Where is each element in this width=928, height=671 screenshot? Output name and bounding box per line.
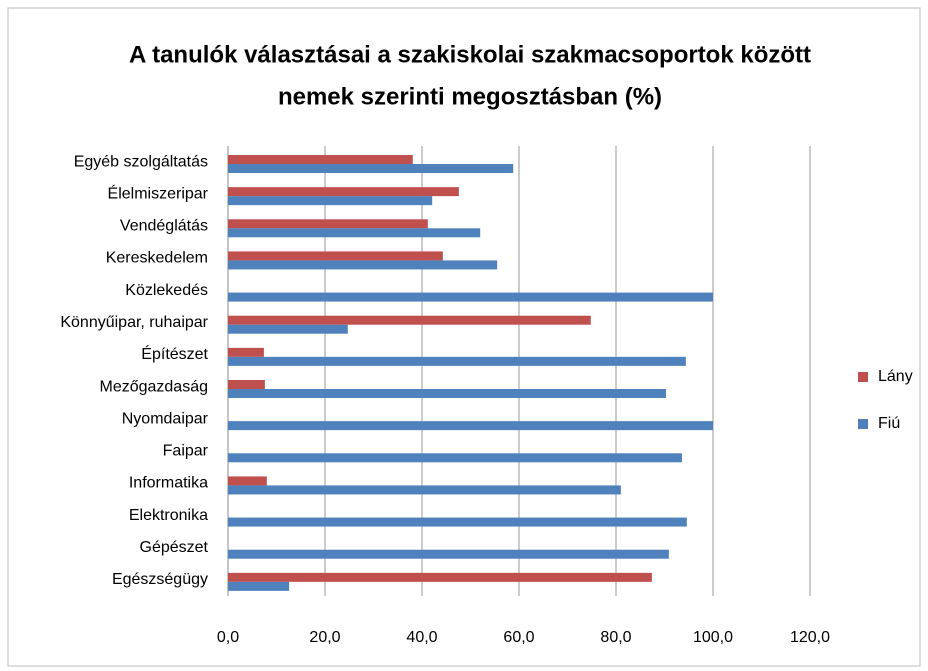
bar	[228, 187, 459, 197]
bar	[228, 219, 428, 229]
bar	[228, 476, 267, 486]
x-tick-label: 80,0	[600, 629, 631, 646]
y-tick-label: Közlekedés	[125, 282, 208, 299]
y-tick-label: Kereskedelem	[106, 250, 208, 267]
bar	[228, 453, 682, 463]
y-tick-label: Gépészet	[140, 539, 209, 556]
bar	[228, 421, 713, 431]
bar	[228, 251, 443, 261]
bar	[228, 164, 514, 173]
bar	[228, 315, 591, 325]
y-tick-label: Élelmiszeripar	[108, 183, 209, 202]
bar	[228, 347, 264, 357]
y-tick-label: Elektronika	[129, 507, 208, 524]
x-tick-label: 40,0	[406, 629, 437, 646]
x-tick-label: 60,0	[503, 629, 534, 646]
bar	[228, 260, 498, 270]
bar	[228, 517, 687, 527]
y-tick-label: Egészségügy	[112, 571, 208, 588]
bar	[228, 485, 621, 495]
bar	[228, 196, 433, 206]
bar	[228, 389, 666, 398]
bar	[228, 324, 348, 334]
bar	[228, 572, 652, 582]
y-tick-label: Informatika	[129, 475, 208, 492]
y-tick-label: Építészet	[141, 344, 208, 363]
bar	[228, 292, 713, 302]
bar	[228, 549, 669, 559]
bar	[228, 228, 481, 238]
chart-title: nemek szerinti megosztásban (%)	[278, 83, 662, 110]
x-tick-label: 0,0	[217, 629, 239, 646]
legend-swatch	[858, 419, 868, 429]
y-tick-label: Nyomdaipar	[122, 410, 209, 427]
bar	[228, 356, 686, 366]
y-tick-label: Egyéb szolgáltatás	[74, 153, 208, 170]
bar	[228, 581, 290, 591]
y-tick-label: Faipar	[163, 443, 209, 460]
y-tick-label: Mezőgazdaság	[99, 378, 208, 395]
legend-label: Fiú	[878, 415, 900, 432]
x-tick-label: 100,0	[693, 629, 733, 646]
bar	[228, 380, 265, 389]
x-tick-label: 20,0	[309, 629, 340, 646]
y-tick-label: Vendéglátás	[120, 218, 208, 235]
legend-label: Lány	[878, 368, 913, 385]
x-tick-label: 120,0	[790, 629, 830, 646]
chart-title: A tanulók választásai a szakiskolai szak…	[129, 41, 811, 68]
legend-swatch	[858, 372, 868, 382]
bar	[228, 155, 413, 164]
y-tick-label: Könnyűipar, ruhaipar	[60, 314, 208, 331]
